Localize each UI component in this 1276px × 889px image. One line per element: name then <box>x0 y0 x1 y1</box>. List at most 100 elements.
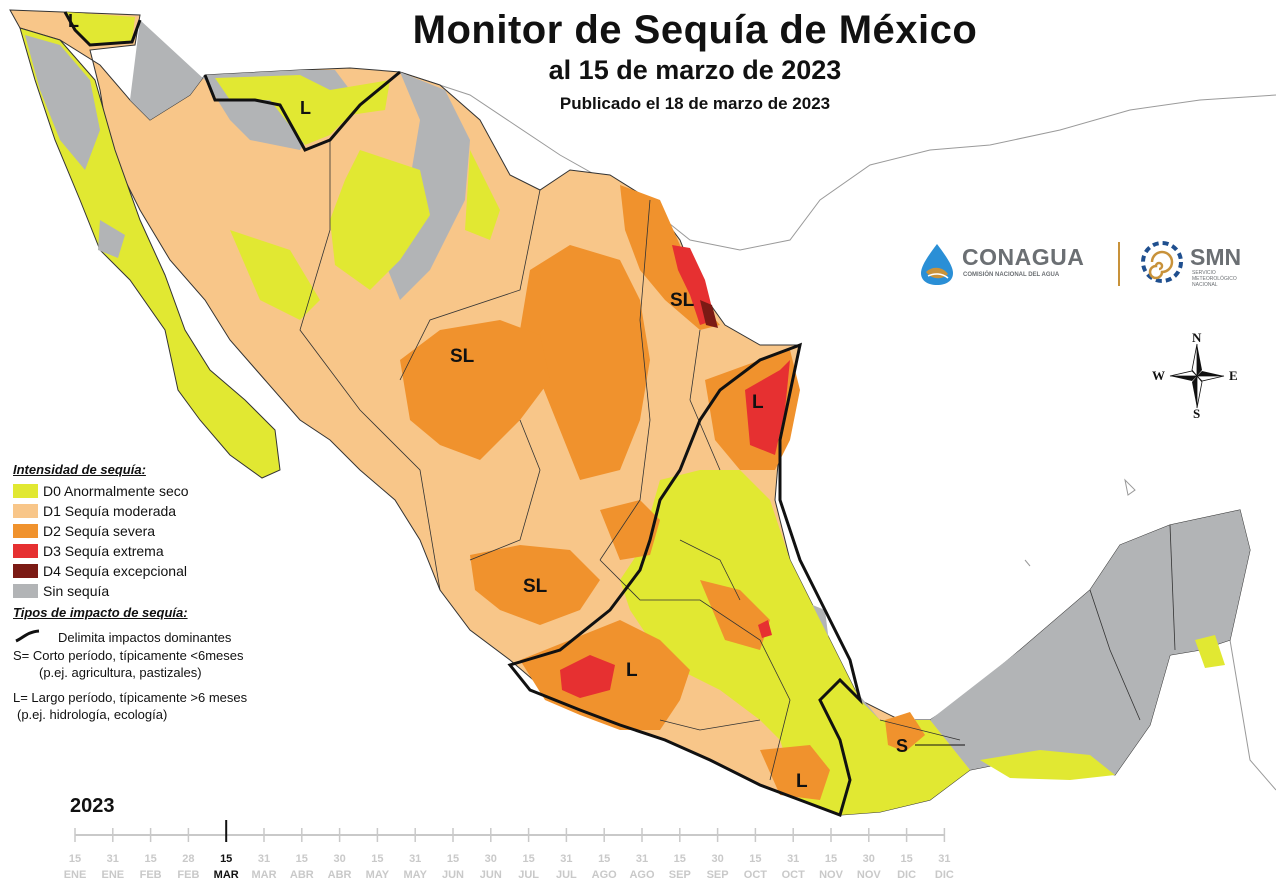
impact-line-s-example: (p.ej. agricultura, pastizales) <box>39 665 202 680</box>
legend-item-d4: D4 Sequía excepcional <box>13 561 313 581</box>
swatch-d3 <box>13 544 38 558</box>
timeline-tick-day: 15 <box>220 853 233 865</box>
timeline-tick-day: 30 <box>484 853 497 865</box>
published-date: Publicado el 18 de marzo de 2023 <box>559 94 831 113</box>
timeline-tick-month: DIC <box>934 869 954 881</box>
legend-label-none: Sin sequía <box>43 583 110 599</box>
impact-line-boundary: Delimita impactos dominantes <box>13 628 313 646</box>
timeline-tick-month: AGO <box>591 869 617 881</box>
page-title: Monitor de Sequía de México <box>412 8 978 52</box>
timeline-tick-day: 31 <box>106 853 119 865</box>
timeline-tick-day: 31 <box>409 853 422 865</box>
timeline-tick-month: ABR <box>289 869 314 881</box>
legend-label-d0: D0 Anormalmente seco <box>43 483 189 499</box>
timeline-tick-day: 15 <box>598 853 611 865</box>
timeline-tick-day: 15 <box>446 853 460 865</box>
compass-star-icon <box>1169 343 1225 409</box>
logo-divider <box>1118 242 1120 286</box>
timeline-tick-month: JUN <box>441 869 464 881</box>
timeline-tick-day: 31 <box>635 853 649 865</box>
impact-boundaries <box>63 11 863 817</box>
impact-labels: L L SL SL L SL L L S <box>68 11 908 792</box>
timeline-tick-day: 15 <box>824 853 838 865</box>
timeline-tick-month: ENE <box>63 869 87 881</box>
legend-label-d1: D1 Sequía moderada <box>43 503 177 519</box>
timeline-axis <box>74 820 946 842</box>
timeline-tick-month: NOV <box>819 869 843 881</box>
impact-line-s: S= Corto período, típicamente <6meses <box>13 648 244 663</box>
swatch-none <box>13 584 38 598</box>
timeline-tick-month: MAY <box>403 869 427 881</box>
legend-item-d2: D2 Sequía severa <box>13 521 313 541</box>
timeline-tick-day: 30 <box>711 853 724 865</box>
timeline-tick-month: FEB <box>177 869 200 881</box>
baja-gray-mid <box>98 220 125 258</box>
timeline-tick-month: MAR <box>251 869 277 881</box>
timeline: 2023 15 ENE 31 ENE 15 FEB 28 FEB 15 MAR 31 MAR 15 ABR… <box>60 795 960 889</box>
label-tamaulipas: SL <box>670 290 695 311</box>
timeline-tick-day: 15 <box>371 853 384 865</box>
smn-name: SMN <box>1190 244 1242 270</box>
impact-line-l-example: (p.ej. hidrología, ecología) <box>17 707 168 722</box>
timeline-tick-day: 30 <box>862 853 875 865</box>
neighbor-coastline <box>399 71 1276 791</box>
conagua-drop-icon <box>921 244 953 285</box>
label-oaxaca: L <box>796 771 808 792</box>
compass-west: W <box>1152 368 1165 383</box>
impact-boundary-label: Delimita impactos dominantes <box>58 630 232 645</box>
label-tabasco: S <box>896 736 908 756</box>
impact-line-l: L= Largo período, típicamente >6 meses <box>13 690 248 705</box>
timeline-tick-day: 15 <box>900 853 913 865</box>
timeline-tick-month: OCT <box>781 869 805 881</box>
legend-item-d0: D0 Anormalmente seco <box>13 481 313 501</box>
timeline-year: 2023 <box>70 795 115 817</box>
legend-label-d2: D2 Sequía severa <box>43 523 156 539</box>
legend-item-none: Sin sequía <box>13 581 313 601</box>
title-block: Monitor de Sequía de México al 15 de mar… <box>300 8 1090 114</box>
timeline-tick-day: 15 <box>144 853 157 865</box>
timeline-tick-day: 15 <box>749 853 762 865</box>
timeline-tick-month: JUL <box>518 869 539 881</box>
legend-label-d4: D4 Sequía excepcional <box>43 563 187 579</box>
timeline-tick-day: 31 <box>257 853 271 865</box>
compass-south: S <box>1193 406 1201 421</box>
compass-east: E <box>1229 368 1238 383</box>
conagua-name: CONAGUA <box>962 244 1085 270</box>
compass-rose: N S W E <box>1150 330 1245 422</box>
timeline-tick-day: 30 <box>333 853 346 865</box>
label-central: SL <box>523 576 548 597</box>
label-sonora-north: L <box>300 98 311 118</box>
timeline-tick-month: JUL <box>556 869 577 881</box>
timeline-tick-month: SEP <box>706 869 729 881</box>
timeline-tick-month: NOV <box>856 869 881 881</box>
timeline-tick-day: 15 <box>295 853 308 865</box>
timeline-tick-month: ABR <box>327 869 352 881</box>
impact-boundary-icon <box>15 629 40 643</box>
d4-regions <box>700 300 718 328</box>
d0-regions <box>65 12 1225 815</box>
state-boundaries <box>299 140 1176 781</box>
timeline-tick-month: MAY <box>365 869 390 881</box>
timeline-tick-month: JUN <box>479 869 502 881</box>
smn-spiral-icon <box>1141 241 1183 283</box>
label-nw-corner: L <box>68 11 79 31</box>
swatch-d1 <box>13 504 38 518</box>
timeline-tick-month: ENE <box>101 869 125 881</box>
legend: Intensidad de sequía: D0 Anormalmente se… <box>13 462 313 722</box>
legend-intensity-list: D0 Anormalmente seco D1 Sequía moderada … <box>13 481 313 601</box>
timeline-tick-day: 31 <box>938 853 951 865</box>
timeline-tick-day: 31 <box>560 853 573 865</box>
timeline-tick-day: 31 <box>787 853 800 865</box>
page-subtitle: al 15 de marzo de 2023 <box>548 55 842 85</box>
timeline-tick-month: AGO <box>629 869 655 881</box>
timeline-tick-day: 15 <box>522 853 535 865</box>
swatch-d4 <box>13 564 38 578</box>
swatch-d2 <box>13 524 38 538</box>
compass-north: N <box>1192 330 1202 345</box>
timeline-tick-month: DIC <box>897 869 917 881</box>
timeline-tick-day: 15 <box>68 853 82 865</box>
legend-intensity-title: Intensidad de sequía: <box>13 462 146 477</box>
timeline-tick-month: FEB <box>139 869 162 881</box>
label-chihuahua: SL <box>450 346 475 367</box>
